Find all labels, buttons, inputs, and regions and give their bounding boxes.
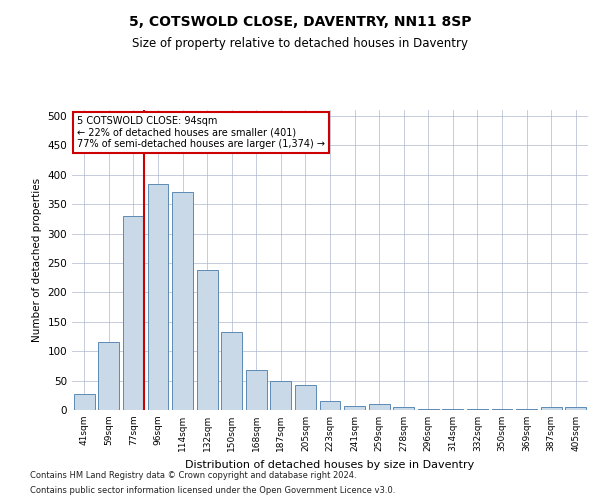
Bar — [197, 270, 218, 410]
Text: Contains HM Land Registry data © Crown copyright and database right 2024.: Contains HM Land Registry data © Crown c… — [30, 471, 356, 480]
Bar — [221, 332, 242, 410]
Bar — [442, 409, 463, 410]
Bar — [368, 404, 389, 410]
Bar — [418, 409, 439, 410]
Bar — [148, 184, 169, 410]
Bar — [271, 380, 292, 410]
Bar — [74, 394, 95, 410]
Bar — [295, 384, 316, 410]
X-axis label: Distribution of detached houses by size in Daventry: Distribution of detached houses by size … — [185, 460, 475, 469]
Bar — [393, 407, 414, 410]
Bar — [344, 406, 365, 410]
Bar — [246, 370, 267, 410]
Bar — [172, 192, 193, 410]
Bar — [320, 401, 340, 410]
Bar — [98, 342, 119, 410]
Text: Contains public sector information licensed under the Open Government Licence v3: Contains public sector information licen… — [30, 486, 395, 495]
Bar — [565, 407, 586, 410]
Text: Size of property relative to detached houses in Daventry: Size of property relative to detached ho… — [132, 38, 468, 51]
Bar — [541, 407, 562, 410]
Y-axis label: Number of detached properties: Number of detached properties — [32, 178, 42, 342]
Text: 5, COTSWOLD CLOSE, DAVENTRY, NN11 8SP: 5, COTSWOLD CLOSE, DAVENTRY, NN11 8SP — [129, 15, 471, 29]
Text: 5 COTSWOLD CLOSE: 94sqm
← 22% of detached houses are smaller (401)
77% of semi-d: 5 COTSWOLD CLOSE: 94sqm ← 22% of detache… — [77, 116, 325, 149]
Bar — [123, 216, 144, 410]
